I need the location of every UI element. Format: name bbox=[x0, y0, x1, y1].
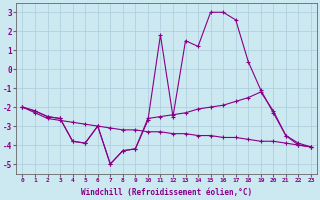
X-axis label: Windchill (Refroidissement éolien,°C): Windchill (Refroidissement éolien,°C) bbox=[81, 188, 252, 197]
